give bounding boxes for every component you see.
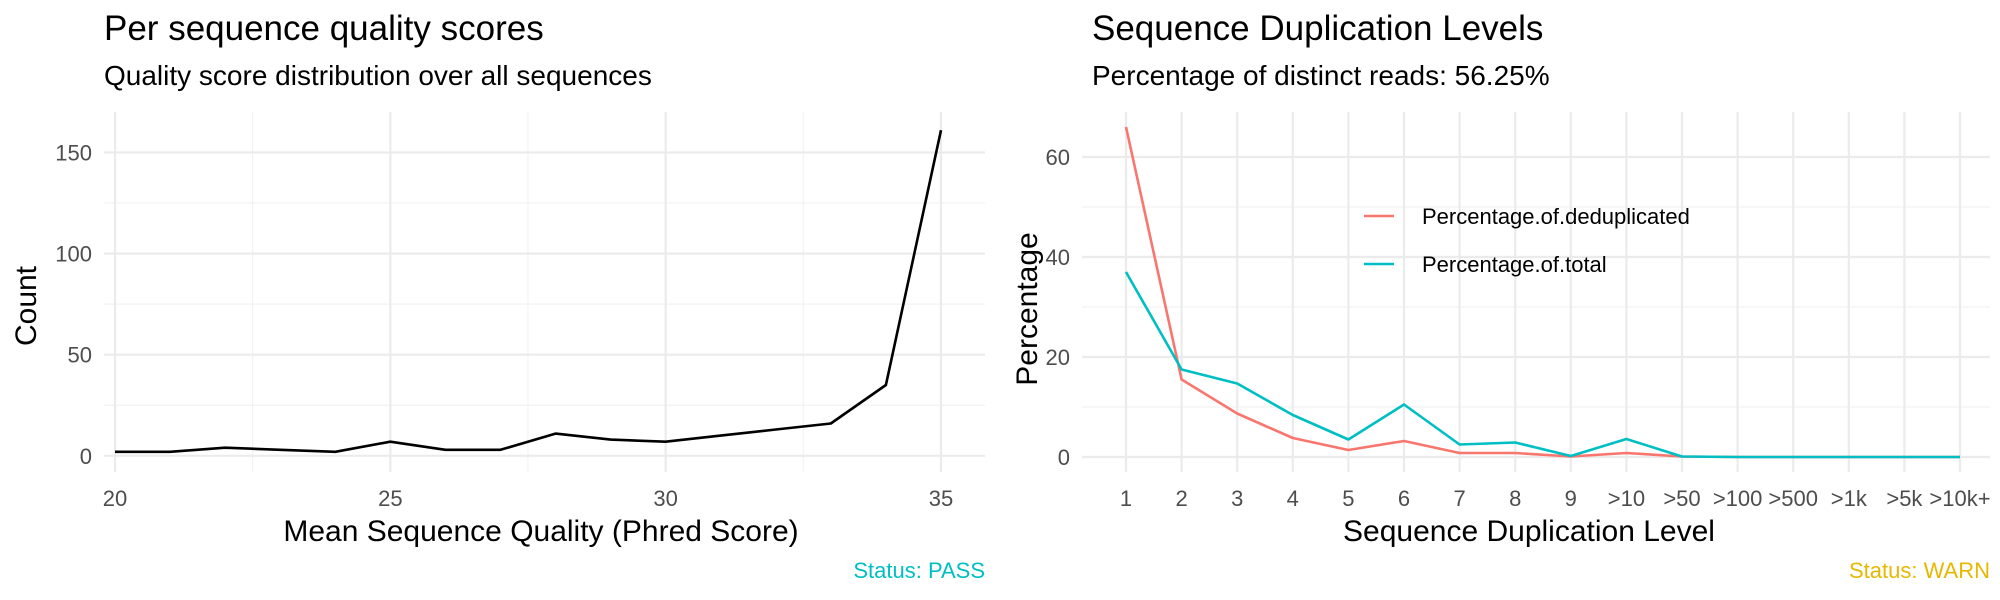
- duplication-tick-labels: 1 2 3 4 5 6 7 8 9 >10 >50 >100 >500 >1k >5k >10k+ 0 20 40 6…: [1046, 145, 1991, 511]
- duplication-x-tick-label: >10: [1608, 486, 1645, 511]
- duplication-y-tick-label: 60: [1046, 145, 1070, 170]
- duplication-x-tick-label: 9: [1565, 486, 1577, 511]
- duplication-status-label: Status: WARN: [1849, 558, 1990, 583]
- duplication-y-tick-label: 20: [1046, 345, 1070, 370]
- duplication-x-tick-label: 5: [1342, 486, 1354, 511]
- duplication-x-tick-label: >5k: [1886, 486, 1923, 511]
- quality-y-axis-title: Count: [10, 265, 43, 346]
- quality-x-tick-label: 30: [653, 486, 677, 511]
- duplication-chart-subtitle: Percentage of distinct reads: 56.25%: [1092, 60, 1550, 91]
- duplication-x-tick-label: 8: [1509, 486, 1521, 511]
- duplication-x-tick-label: 1: [1120, 486, 1132, 511]
- quality-plot-area: [115, 129, 943, 454]
- duplication-panel: Sequence Duplication Levels Percentage o…: [1011, 9, 1991, 583]
- duplication-plot-area: [1124, 126, 1960, 459]
- legend-label-total: Percentage.of.total: [1422, 252, 1607, 277]
- quality-y-tick-label: 50: [68, 343, 92, 368]
- quality-panel: Per sequence quality scores Quality scor…: [10, 9, 985, 583]
- duplication-chart-title: Sequence Duplication Levels: [1092, 9, 1543, 48]
- duplication-x-tick-label: 3: [1231, 486, 1243, 511]
- duplication-x-tick-label: 6: [1398, 486, 1410, 511]
- quality-y-tick-label: 100: [55, 242, 92, 267]
- duplication-x-tick-label: >1k: [1831, 486, 1868, 511]
- quality-count-line: [115, 129, 943, 454]
- legend-label-deduplicated: Percentage.of.deduplicated: [1422, 204, 1690, 229]
- quality-tick-labels: 20 25 30 35 0 50 100 150: [55, 140, 953, 511]
- quality-y-tick-label: 0: [80, 444, 92, 469]
- duplication-line-total: [1124, 271, 1960, 459]
- quality-status-label: Status: PASS: [853, 558, 985, 583]
- quality-gridlines: [104, 112, 985, 472]
- quality-x-tick-label: 25: [378, 486, 402, 511]
- duplication-x-tick-label: >50: [1663, 486, 1700, 511]
- duplication-x-tick-label: 7: [1453, 486, 1465, 511]
- quality-chart-title: Per sequence quality scores: [104, 9, 544, 48]
- duplication-x-tick-label: >100: [1713, 486, 1763, 511]
- duplication-y-tick-label: 40: [1046, 245, 1070, 270]
- duplication-legend: Percentage.of.deduplicated Percentage.of…: [1364, 204, 1690, 277]
- duplication-x-axis-title: Sequence Duplication Level: [1343, 515, 1715, 548]
- duplication-x-tick-label: >500: [1768, 486, 1818, 511]
- quality-y-tick-label: 150: [55, 140, 92, 165]
- quality-chart-subtitle: Quality score distribution over all sequ…: [104, 60, 652, 91]
- quality-x-axis-title: Mean Sequence Quality (Phred Score): [283, 515, 798, 548]
- duplication-y-axis-title: Percentage: [1011, 232, 1044, 385]
- duplication-y-tick-label: 0: [1058, 445, 1070, 470]
- duplication-x-tick-label: 4: [1287, 486, 1299, 511]
- quality-x-tick-label: 35: [929, 486, 953, 511]
- duplication-x-tick-label: >10k+: [1929, 486, 1990, 511]
- duplication-x-tick-label: 2: [1175, 486, 1187, 511]
- duplication-gridlines: [1082, 112, 1990, 472]
- quality-x-tick-label: 20: [103, 486, 127, 511]
